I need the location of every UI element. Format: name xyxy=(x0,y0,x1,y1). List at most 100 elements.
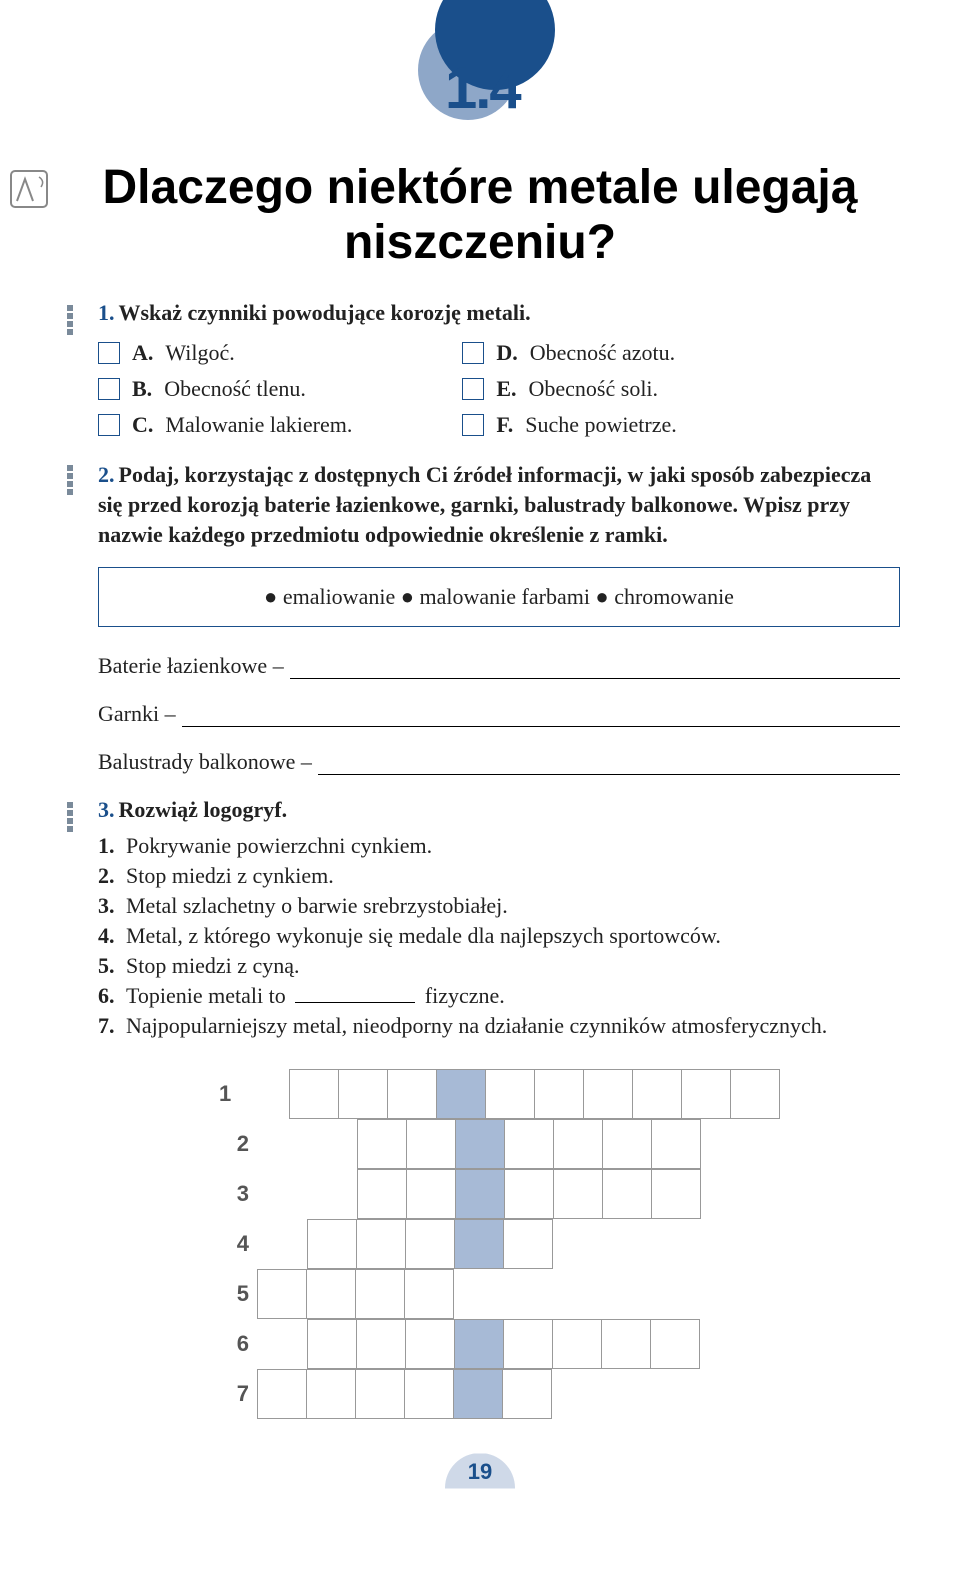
crossword-cell[interactable] xyxy=(406,1169,456,1219)
option-text: Wilgoć. xyxy=(165,340,234,366)
question-2: 2. Podaj, korzystając z dostępnych Ci źr… xyxy=(98,460,900,775)
crossword-cell[interactable] xyxy=(454,1319,504,1369)
crossword-cell[interactable] xyxy=(651,1169,701,1219)
crossword-cell[interactable] xyxy=(404,1269,454,1319)
crossword-cell[interactable] xyxy=(453,1369,503,1419)
crossword-cell[interactable] xyxy=(306,1269,356,1319)
page-title: Dlaczego niektóre metale ulegają niszcze… xyxy=(60,160,900,270)
crossword-cell[interactable] xyxy=(306,1369,356,1419)
option-row: D.Obecność azotu. xyxy=(462,340,676,366)
checkbox[interactable] xyxy=(98,414,120,436)
clue-text: Najpopularniejszy metal, nieodporny na d… xyxy=(126,1013,827,1039)
bullet-icon xyxy=(66,304,80,322)
option-row: C.Malowanie lakierem. xyxy=(98,412,352,438)
crossword-cell[interactable] xyxy=(356,1319,406,1369)
crossword-cell[interactable] xyxy=(454,1219,504,1269)
crossword-row-number: 7 xyxy=(219,1381,249,1407)
clue-number: 4. xyxy=(98,923,126,949)
crossword-cell[interactable] xyxy=(650,1319,700,1369)
crossword-cell[interactable] xyxy=(387,1069,437,1119)
clue-row: 1.Pokrywanie powierzchni cynkiem. xyxy=(98,833,900,859)
option-row: B.Obecność tlenu. xyxy=(98,376,352,402)
inline-blank[interactable] xyxy=(295,1002,415,1003)
crossword-cell[interactable] xyxy=(601,1319,651,1369)
clue-text: Topienie metali to fizyczne. xyxy=(126,983,505,1009)
blank-line[interactable] xyxy=(318,753,900,775)
crossword-cell[interactable] xyxy=(504,1169,554,1219)
crossword-cell[interactable] xyxy=(730,1069,780,1119)
checkbox[interactable] xyxy=(98,342,120,364)
fill-row: Garnki – xyxy=(98,701,900,727)
crossword-cell[interactable] xyxy=(552,1319,602,1369)
crossword-row: 4 xyxy=(219,1219,779,1269)
crossword-cell[interactable] xyxy=(406,1119,456,1169)
crossword-cell[interactable] xyxy=(534,1069,584,1119)
crossword-cell[interactable] xyxy=(357,1119,407,1169)
crossword-cell[interactable] xyxy=(583,1069,633,1119)
crossword-cell[interactable] xyxy=(257,1369,307,1419)
clue-row: 3.Metal szlachetny o barwie srebrzystobi… xyxy=(98,893,900,919)
crossword-cell[interactable] xyxy=(355,1269,405,1319)
crossword-cell[interactable] xyxy=(356,1219,406,1269)
crossword-cell[interactable] xyxy=(257,1269,307,1319)
crossword-cell[interactable] xyxy=(404,1369,454,1419)
clue-number: 1. xyxy=(98,833,126,859)
crossword-cell[interactable] xyxy=(651,1119,701,1169)
question-text: Podaj, korzystając z dostępnych Ci źróde… xyxy=(98,462,871,546)
crossword-cell[interactable] xyxy=(632,1069,682,1119)
clue-number: 2. xyxy=(98,863,126,889)
blank-line[interactable] xyxy=(290,657,900,679)
checkbox[interactable] xyxy=(462,378,484,400)
section-number: 1.4 xyxy=(445,55,520,122)
crossword-cell[interactable] xyxy=(553,1119,603,1169)
crossword-cell[interactable] xyxy=(602,1169,652,1219)
fill-label: Garnki – xyxy=(98,701,176,727)
checkbox[interactable] xyxy=(98,378,120,400)
crossword-cell[interactable] xyxy=(485,1069,535,1119)
page-footer: 19 xyxy=(60,1459,900,1485)
crossword-cell[interactable] xyxy=(289,1069,339,1119)
crossword-cell[interactable] xyxy=(503,1219,553,1269)
crossword-row: 6 xyxy=(219,1319,779,1369)
crossword-row: 7 xyxy=(219,1369,779,1419)
option-text: Suche powietrze. xyxy=(525,412,677,438)
clue-row: 7.Najpopularniejszy metal, nieodporny na… xyxy=(98,1013,900,1039)
crossword-cell[interactable] xyxy=(602,1119,652,1169)
crossword-row-number: 1 xyxy=(219,1081,231,1107)
word-bank: ● emaliowanie ● malowanie farbami ● chro… xyxy=(98,567,900,627)
clue-row: 4.Metal, z którego wykonuje się medale d… xyxy=(98,923,900,949)
checkbox[interactable] xyxy=(462,342,484,364)
crossword-cell[interactable] xyxy=(455,1119,505,1169)
fill-row: Baterie łazienkowe – xyxy=(98,653,900,679)
crossword-cell[interactable] xyxy=(681,1069,731,1119)
crossword-cell[interactable] xyxy=(405,1219,455,1269)
clue-number: 7. xyxy=(98,1013,126,1039)
crossword-cell[interactable] xyxy=(307,1319,357,1369)
clue-row: 5.Stop miedzi z cyną. xyxy=(98,953,900,979)
checkbox[interactable] xyxy=(462,414,484,436)
crossword-cell[interactable] xyxy=(502,1369,552,1419)
crossword-cell[interactable] xyxy=(357,1169,407,1219)
clue-row: 2.Stop miedzi z cynkiem. xyxy=(98,863,900,889)
option-row: A.Wilgoć. xyxy=(98,340,352,366)
fill-label: Balustrady balkonowe – xyxy=(98,749,312,775)
clue-text: Metal, z którego wykonuje się medale dla… xyxy=(126,923,721,949)
crossword-cell[interactable] xyxy=(307,1219,357,1269)
clue-text: Pokrywanie powierzchni cynkiem. xyxy=(126,833,432,859)
crossword-row-number: 2 xyxy=(219,1131,249,1157)
crossword-cell[interactable] xyxy=(338,1069,388,1119)
crossword-cell[interactable] xyxy=(436,1069,486,1119)
crossword-cell[interactable] xyxy=(503,1319,553,1369)
clue-text: Metal szlachetny o barwie srebrzystobiał… xyxy=(126,893,508,919)
crossword-cell[interactable] xyxy=(355,1369,405,1419)
fill-row: Balustrady balkonowe – xyxy=(98,749,900,775)
question-title: Rozwiąż logogryf. xyxy=(119,797,288,822)
crossword-cell[interactable] xyxy=(455,1169,505,1219)
option-letter: F. xyxy=(496,412,513,438)
blank-line[interactable] xyxy=(182,705,900,727)
crossword-row-number: 6 xyxy=(219,1331,249,1357)
crossword-cell[interactable] xyxy=(553,1169,603,1219)
crossword-cell[interactable] xyxy=(504,1119,554,1169)
crossword-cell[interactable] xyxy=(405,1319,455,1369)
clue-text: Stop miedzi z cynkiem. xyxy=(126,863,334,889)
